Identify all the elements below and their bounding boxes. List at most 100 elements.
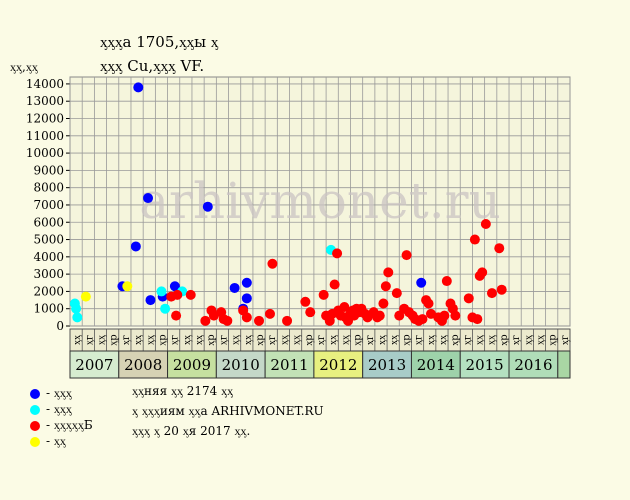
- year-cell: [557, 350, 571, 379]
- quarter-label: ᶍᶍ: [279, 335, 290, 345]
- year-cell: [459, 350, 510, 379]
- y-tick-label: 6000: [33, 215, 64, 229]
- y-tick-label: 12000: [26, 112, 64, 126]
- legend-item: - ᶍᶍᶍᶍᶍБ: [30, 418, 93, 433]
- y-tick-label: 14000: [26, 77, 64, 91]
- quarter-label: ᶍг: [462, 335, 473, 345]
- quarter-label: ᶍр: [353, 334, 364, 345]
- data-point: [417, 314, 428, 325]
- legend-marker: [30, 388, 40, 399]
- quarter-label: ᶍᶍ: [72, 335, 83, 345]
- y-tick-label: 13000: [26, 94, 64, 108]
- note-line: ᶍ ᶍᶍᶍиям ᶍᶍа ARHIVMONET.RU: [132, 404, 324, 418]
- data-point: [72, 312, 83, 323]
- year-cell: [508, 350, 559, 379]
- year-label: 2011: [270, 356, 308, 374]
- year-label: 2012: [319, 356, 357, 374]
- quarter-label: ᶍᶍ: [487, 335, 498, 345]
- quarter-label: ᶍᶍ: [426, 335, 437, 345]
- note-line: ᶍᶍᶍ ᶍ 20 ᶍя 2017 ᶍᶍ.: [132, 424, 251, 438]
- quarter-label: ᶍг: [560, 335, 571, 345]
- legend-marker: [30, 404, 40, 415]
- y-tick-label: 7000: [33, 198, 64, 212]
- year-cell: [410, 350, 461, 379]
- data-point: [494, 243, 505, 254]
- quarter-label: ᶍᶍ: [475, 335, 486, 345]
- y-tick-label: 9000: [33, 163, 64, 177]
- legend-item: - ᶍᶍᶍ: [30, 386, 72, 401]
- y-tick-label: 2000: [33, 284, 64, 298]
- data-point: [391, 288, 402, 299]
- data-point: [318, 289, 329, 300]
- year-label: 2010: [222, 356, 260, 374]
- data-point: [185, 289, 196, 300]
- quarter-label: ᶍр: [255, 334, 266, 345]
- data-point: [200, 315, 211, 326]
- quarter-label: ᶍр: [304, 334, 315, 345]
- quarter-label: ᶍᶍ: [96, 335, 107, 345]
- note-line: ᶍᶍняя ᶍᶍ 2174 ᶍᶍ: [132, 384, 234, 398]
- legend-label: - ᶍᶍᶍᶍᶍБ: [46, 418, 93, 432]
- quarter-label: ᶍг: [267, 335, 278, 345]
- data-point: [441, 276, 452, 287]
- data-point: [133, 82, 144, 93]
- data-point: [169, 281, 180, 292]
- y-tick-label: 4000: [33, 250, 64, 264]
- data-point: [477, 267, 488, 278]
- year-label: 2016: [514, 356, 552, 374]
- data-point: [267, 258, 278, 269]
- legend-marker: [30, 420, 40, 431]
- y-tick-label: 10000: [26, 146, 64, 160]
- quarter-label: ᶍᶍ: [133, 335, 144, 345]
- quarter-label: ᶍᶍ: [377, 335, 388, 345]
- data-point: [254, 315, 265, 326]
- data-point: [172, 289, 183, 300]
- quarter-label: ᶍᶍ: [340, 335, 351, 345]
- data-point: [486, 288, 497, 299]
- legend-marker: [30, 436, 40, 447]
- quarter-label: ᶍᶍ: [523, 335, 534, 345]
- quarter-label: ᶍᶍ: [389, 335, 400, 345]
- data-point: [329, 279, 340, 290]
- quarter-label: ᶍр: [206, 334, 217, 345]
- data-point: [496, 284, 507, 295]
- quarter-label: ᶍг: [365, 335, 376, 345]
- year-cell: [362, 350, 412, 379]
- year-label: 2008: [124, 356, 162, 374]
- quarter-label: ᶍг: [121, 335, 132, 345]
- data-point: [71, 303, 82, 314]
- quarter-label: ᶍг: [511, 335, 522, 345]
- data-point: [339, 301, 350, 312]
- quarter-label: ᶍᶍ: [328, 335, 339, 345]
- quarter-label: ᶍг: [170, 335, 181, 345]
- year-label: 2014: [417, 356, 455, 374]
- data-point: [202, 201, 213, 212]
- data-point: [401, 250, 412, 261]
- data-point: [145, 295, 156, 306]
- quarter-label: ᶍг: [218, 335, 229, 345]
- quarter-label: ᶍр: [109, 334, 120, 345]
- data-point: [122, 281, 133, 292]
- data-point: [80, 291, 91, 302]
- quarter-label: ᶍг: [316, 335, 327, 345]
- quarter-label: ᶍг: [84, 335, 95, 345]
- data-point: [282, 315, 293, 326]
- year-label: 2015: [466, 356, 504, 374]
- data-point: [241, 293, 252, 304]
- data-point: [423, 298, 434, 309]
- quarter-label: ᶍр: [548, 334, 559, 345]
- quarter-label: ᶍᶍ: [231, 335, 242, 345]
- data-point: [160, 303, 171, 314]
- y-tick-label: 0: [56, 319, 64, 333]
- chart-title-line-1: ᶍᶍᶍа 1705,ᶍᶍы ᶍ: [100, 33, 219, 51]
- chart-title-line-2: ᶍᶍᶍ Cu,ᶍᶍᶍ VF.: [100, 57, 205, 75]
- data-point: [222, 315, 233, 326]
- year-cell: [118, 350, 169, 379]
- data-point: [374, 310, 385, 321]
- data-point: [416, 277, 427, 288]
- quarter-label: ᶍр: [401, 334, 412, 345]
- y-tick-label: 3000: [33, 267, 64, 281]
- quarter-label: ᶍг: [414, 335, 425, 345]
- legend-label: - ᶍᶍᶍ: [46, 386, 72, 400]
